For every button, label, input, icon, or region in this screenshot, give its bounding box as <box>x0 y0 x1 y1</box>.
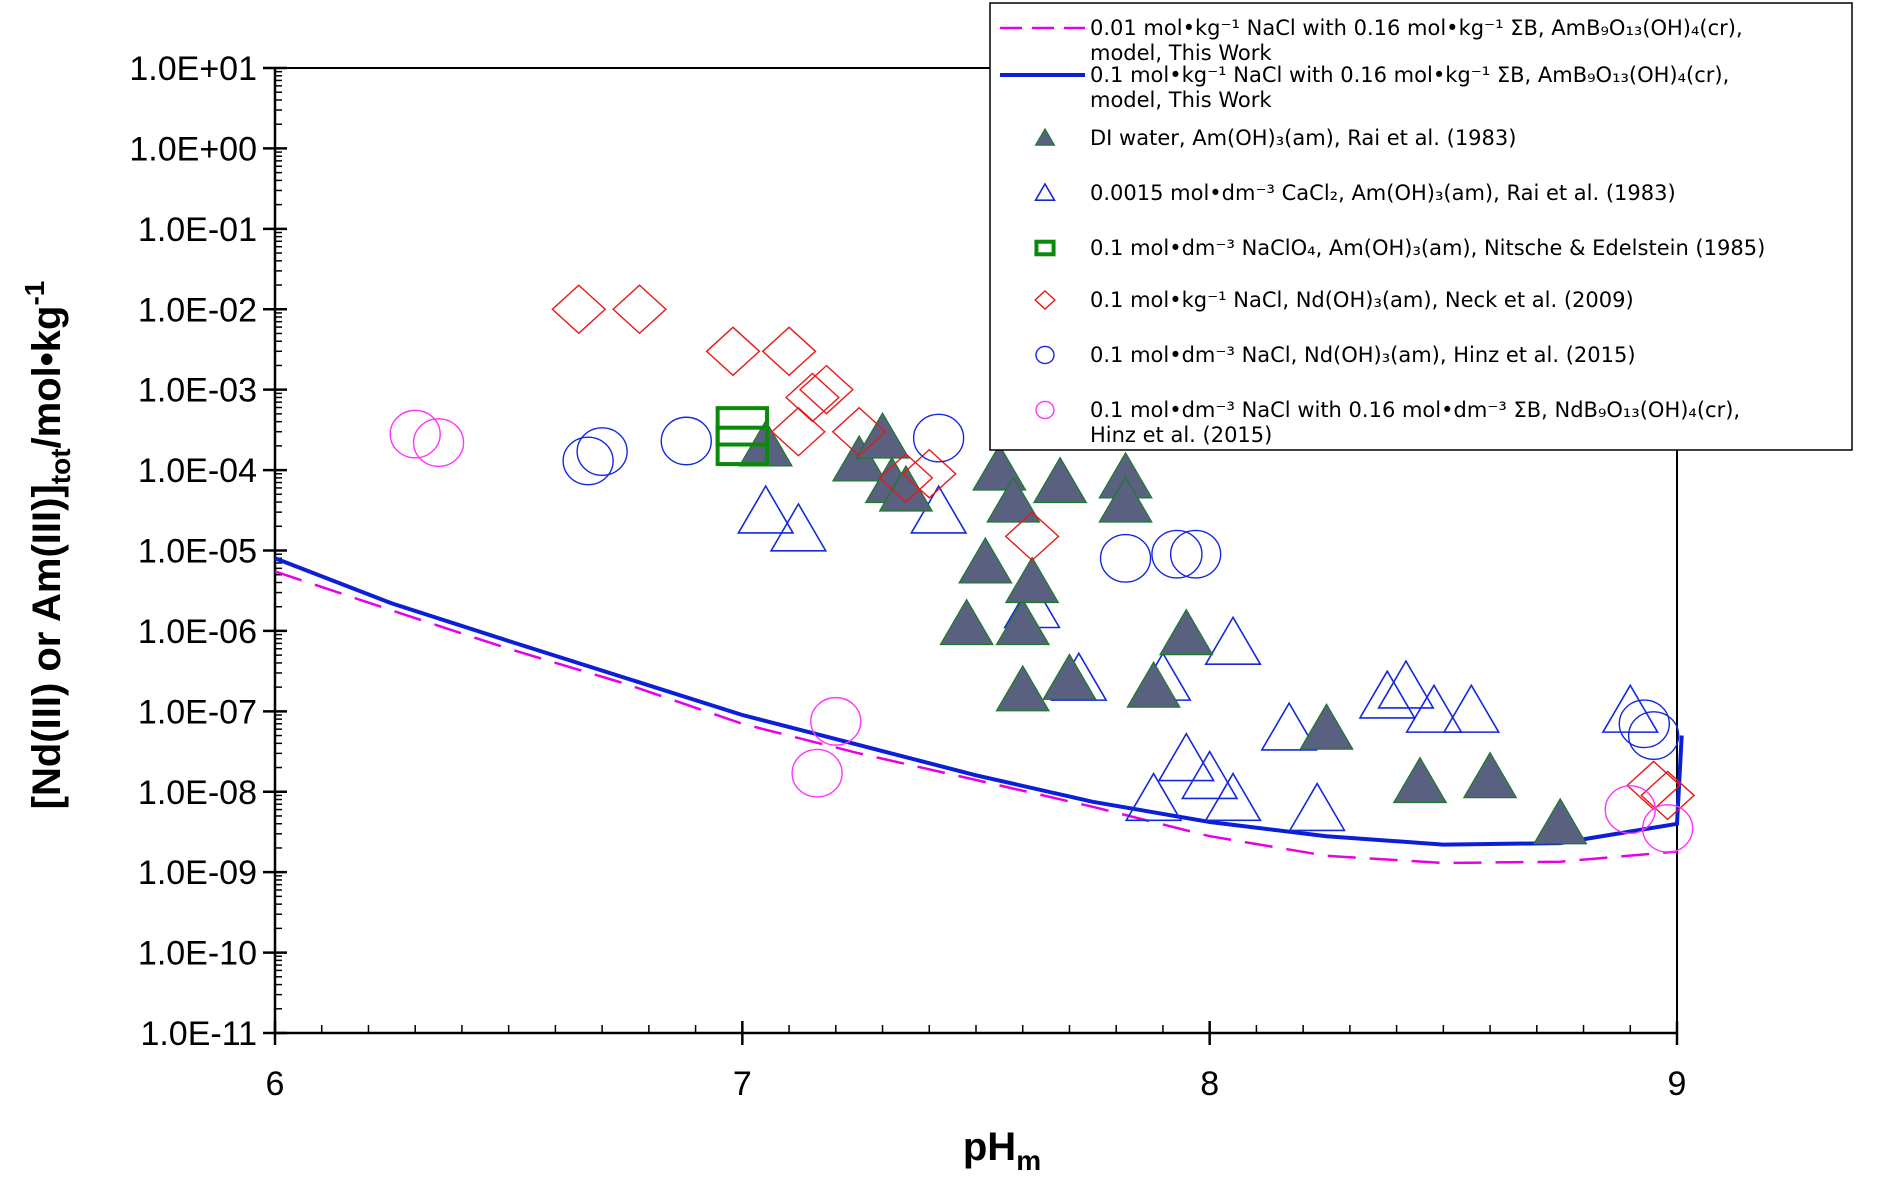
data-point-open-circle <box>1618 699 1670 749</box>
data-point-open-circle <box>576 427 628 477</box>
legend-entry-2: DI water, Am(OH)₃(am), Rai et al. (1983) <box>1090 126 1516 150</box>
data-point-open-triangle <box>737 484 795 534</box>
data-point-open-triangle <box>1288 782 1346 832</box>
data-point-open-diamond <box>761 326 817 377</box>
data-point-open-circle <box>1641 803 1694 853</box>
data-point-filled-triangle <box>1462 751 1518 799</box>
legend-entry-5: 0.1 mol•kg⁻¹ NaCl, Nd(OH)₃(am), Neck et … <box>1090 288 1634 312</box>
data-point-open-triangle <box>1405 683 1463 733</box>
y-axis-title: [Nd(III) or Am(III)]tot/mol•kg-1 <box>19 281 76 810</box>
data-point-filled-triangle <box>939 598 994 646</box>
legend-swatch-filled-triangle <box>1034 127 1056 146</box>
data-point-filled-triangle <box>995 664 1051 712</box>
y-tick-label: 1.0E-03 <box>138 372 257 410</box>
data-point-open-diamond <box>770 406 826 457</box>
data-point-open-triangle <box>1157 732 1215 782</box>
data-point-filled-triangle <box>958 536 1013 584</box>
data-point-open-circle <box>660 416 712 466</box>
x-tick-label: 7 <box>733 1065 752 1103</box>
data-point-open-diamond <box>612 284 667 335</box>
legend-entry-1: 0.1 mol•kg⁻¹ NaCl with 0.16 mol•kg⁻¹ ΣB,… <box>1090 63 1729 112</box>
data-point-open-diamond <box>831 406 887 457</box>
data-point-open-circle <box>1604 785 1656 835</box>
data-point-filled-triangle <box>1299 702 1354 750</box>
legend-entry-6: 0.1 mol•dm⁻³ NaCl, Nd(OH)₃(am), Hinz et … <box>1090 343 1636 367</box>
legend-entry-3: 0.0015 mol•dm⁻³ CaCl₂, Am(OH)₃(am), Rai … <box>1090 181 1676 205</box>
data-point-open-diamond <box>901 448 957 499</box>
data-point-open-circle <box>1099 533 1152 583</box>
data-point-open-circle <box>810 696 862 746</box>
y-tick-label: 1.0E-02 <box>138 291 257 329</box>
legend-swatch-open-circle <box>1035 400 1055 420</box>
y-tick-label: 1.0E-09 <box>138 854 257 892</box>
data-point-open-triangle <box>769 502 828 552</box>
legend-swatch-open-circle <box>1035 345 1055 365</box>
data-point-open-triangle <box>1260 701 1318 751</box>
data-point-open-circle <box>791 748 843 798</box>
model-curve-0.01-nacl <box>274 570 1678 865</box>
data-point-filled-triangle <box>1032 456 1088 504</box>
x-tick-label: 8 <box>1200 1065 1219 1103</box>
x-tick-label: 6 <box>266 1065 285 1103</box>
y-tick-label: 1.0E-08 <box>138 774 257 812</box>
data-point-open-circle <box>562 436 614 486</box>
x-tick-label: 9 <box>1668 1065 1687 1103</box>
data-point-filled-triangle <box>1126 660 1181 708</box>
data-point-open-triangle <box>1377 659 1435 709</box>
data-point-open-triangle <box>1601 683 1659 733</box>
legend-entry-4: 0.1 mol•dm⁻³ NaClO₄, Am(OH)₃(am), Nitsch… <box>1090 236 1765 260</box>
y-tick-label: 1.0E+00 <box>129 130 257 168</box>
legend-swatch-open-triangle <box>1034 182 1056 201</box>
data-point-filled-triangle <box>1532 797 1588 845</box>
data-point-open-circle <box>412 418 465 467</box>
y-tick-label: 1.0E-04 <box>138 452 257 490</box>
data-point-open-diamond <box>799 364 854 415</box>
data-point-open-diamond <box>551 284 607 335</box>
data-point-filled-triangle <box>1392 756 1448 804</box>
data-point-open-triangle <box>1204 771 1262 822</box>
legend-swatch-open-diamond <box>1034 290 1056 310</box>
data-point-filled-triangle <box>986 475 1041 523</box>
data-point-open-diamond <box>784 372 840 423</box>
legend-entry-7: 0.1 mol•dm⁻³ NaCl with 0.16 mol•dm⁻³ ΣB,… <box>1090 398 1740 447</box>
data-point-open-diamond <box>1004 511 1060 562</box>
data-point-open-circle <box>1627 711 1680 760</box>
legend: 0.01 mol•kg⁻¹ NaCl with 0.16 mol•kg⁻¹ ΣB… <box>989 2 1853 451</box>
data-point-open-triangle <box>1124 771 1183 822</box>
data-point-open-triangle <box>1442 683 1501 733</box>
y-tick-label: 1.0E-11 <box>140 1015 257 1053</box>
legend-swatch-open-square <box>1034 239 1056 257</box>
data-point-open-square <box>715 425 770 467</box>
data-point-open-circle <box>1169 529 1222 579</box>
y-tick-label: 1.0E-10 <box>138 935 257 973</box>
data-point-open-circle <box>912 413 965 463</box>
data-point-filled-triangle <box>1004 556 1060 604</box>
y-tick-label: 1.0E-07 <box>138 693 257 731</box>
data-point-open-triangle <box>1204 615 1262 665</box>
data-point-filled-triangle <box>1042 653 1097 700</box>
data-point-open-circle <box>389 409 441 459</box>
legend-box <box>989 2 1853 451</box>
data-point-open-circle <box>1151 529 1203 579</box>
y-tick-label: 1.0E-06 <box>138 613 257 651</box>
data-point-filled-triangle <box>1098 475 1153 523</box>
y-tick-label: 1.0E-01 <box>138 211 257 249</box>
data-point-filled-triangle <box>1159 608 1214 656</box>
data-point-open-diamond <box>705 326 761 377</box>
data-point-open-triangle <box>1358 669 1416 719</box>
x-axis-title: pHm <box>963 1125 1041 1175</box>
legend-entry-0: 0.01 mol•kg⁻¹ NaCl with 0.16 mol•kg⁻¹ ΣB… <box>1090 16 1743 65</box>
data-point-open-triangle <box>1180 750 1239 800</box>
data-point-filled-triangle <box>995 598 1051 646</box>
y-tick-label: 1.0E+01 <box>129 50 257 88</box>
y-tick-label: 1.0E-05 <box>138 533 257 571</box>
data-point-open-diamond <box>878 452 934 503</box>
data-point-open-diamond <box>1640 770 1696 821</box>
